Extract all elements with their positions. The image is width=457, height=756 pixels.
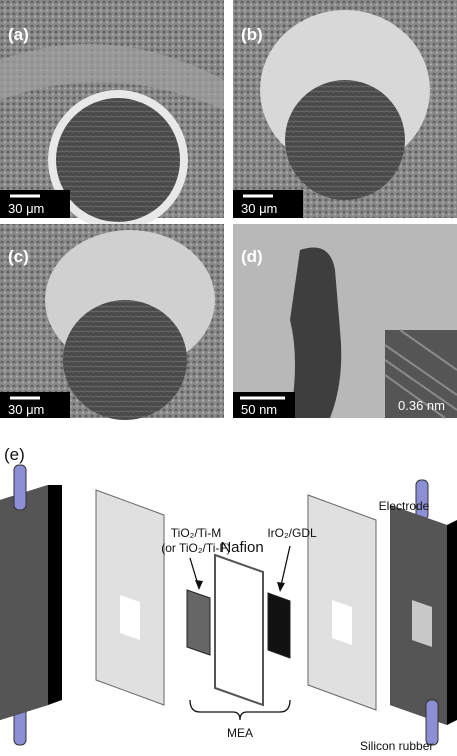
mea-label: MEA	[227, 726, 253, 740]
scale-bar-label: 30 μm	[8, 201, 44, 216]
diagram: (e) TiO₂/Ti-M (or TiO₂/Ti-F)	[0, 445, 457, 753]
scale-bar-label: 30 μm	[8, 402, 44, 417]
panel-d: (d) 50 nm 0.36 nm	[233, 224, 457, 418]
electrode-label: Electrode	[379, 499, 430, 513]
panel-label: (b)	[241, 25, 263, 44]
panel-label: (a)	[8, 25, 29, 44]
panel-b: (b) 30 μm	[233, 0, 457, 218]
panel-label: (d)	[241, 247, 263, 266]
panel-label: (e)	[4, 445, 25, 464]
scale-bar-label: 50 nm	[241, 402, 277, 417]
silicon-rubber-label: Silicon rubber	[360, 739, 433, 753]
scale-bar-label: 30 μm	[241, 201, 277, 216]
tio2-label: TiO₂/Ti-M	[171, 526, 221, 540]
nafion-label: Nafion	[220, 539, 263, 556]
figure: (a) 30 μm (b) 30 μm (c) 30 μm (d) 50 nm …	[0, 0, 457, 756]
page: {"panels": [ {"label": "(a)", "scale_bar…	[0, 0, 457, 756]
iro2-label: IrO₂/GDL	[267, 526, 317, 540]
panel-label: (c)	[8, 247, 29, 266]
panel-a: (a) 30 μm	[0, 0, 224, 230]
inset-label: 0.36 nm	[398, 398, 445, 413]
panel-c: (c) 30 μm	[0, 224, 224, 420]
